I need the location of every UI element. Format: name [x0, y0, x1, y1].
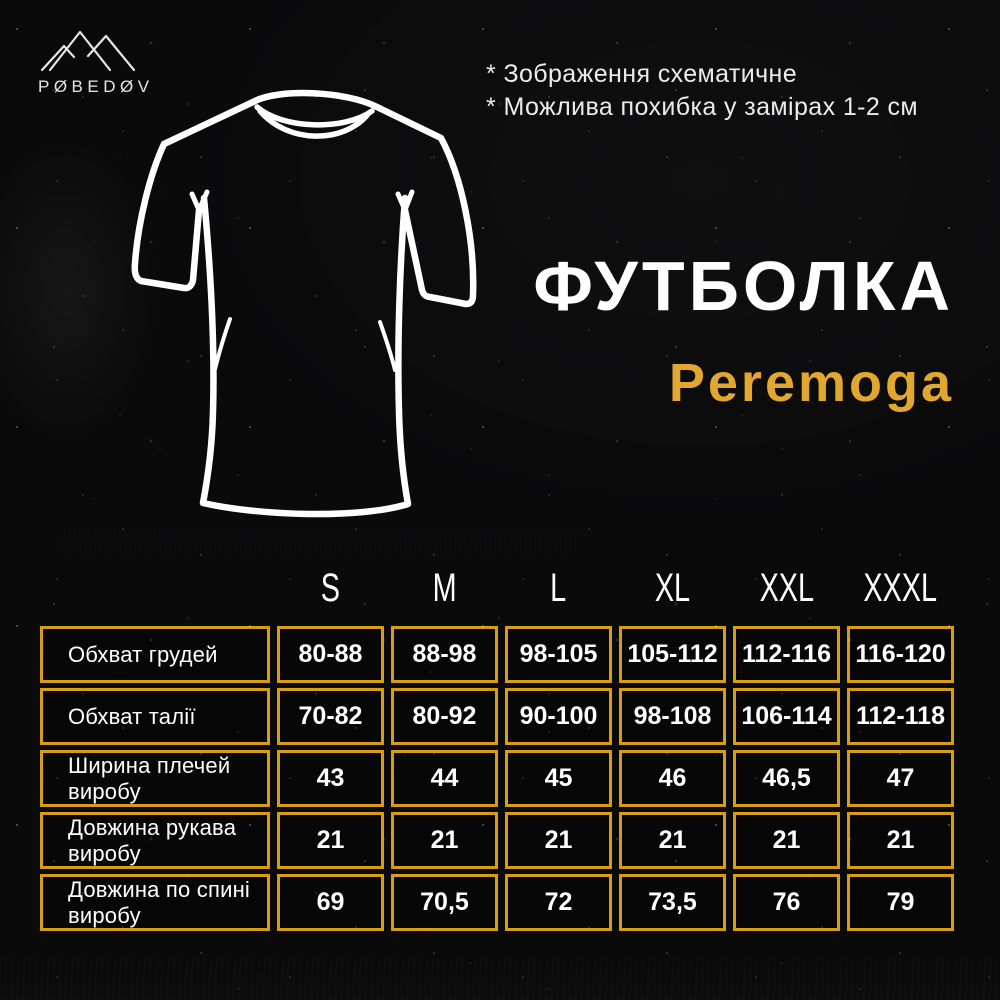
mountains-icon [40, 30, 136, 72]
size-header-label: XL [654, 565, 691, 610]
row-label: Довжина по спині виробу [40, 874, 270, 932]
size-header-row: S M L XL XXL XXXL [40, 561, 954, 621]
size-header: L [505, 561, 612, 621]
brand-logo: PØBEDØV [38, 28, 168, 97]
size-value-cell: 72 [505, 874, 612, 932]
product-heading: ФУТБОЛКА Peremoga [533, 246, 954, 414]
row-label: Ширина плечей виробу [40, 750, 270, 808]
size-header-label: M [432, 565, 457, 610]
size-value-cell: 90-100 [505, 688, 612, 745]
background-texture [0, 958, 1000, 1000]
table-row: Обхват грудей 80-88 88-98 98-105 105-112… [40, 626, 954, 683]
note-line: * Можлива похибка у замірах 1-2 см [486, 93, 918, 121]
size-value-cell: 46,5 [733, 750, 840, 808]
size-value-cell: 73,5 [619, 874, 726, 932]
size-value-cell: 44 [391, 750, 498, 808]
table-row: Ширина плечей виробу 43 44 45 46 46,5 47 [40, 750, 954, 808]
size-header: XXXL [847, 561, 954, 621]
size-value-cell: 47 [847, 750, 954, 808]
product-title: ФУТБОЛКА [533, 247, 954, 325]
size-value-cell: 21 [733, 812, 840, 870]
size-value-cell: 76 [733, 874, 840, 932]
background-texture [60, 528, 580, 554]
size-value-cell: 21 [847, 812, 954, 870]
size-value-cell: 21 [391, 812, 498, 870]
size-value-cell: 112-116 [733, 626, 840, 683]
tshirt-outline-icon [131, 89, 477, 518]
size-value-cell: 79 [847, 874, 954, 932]
table-row: Обхват талії 70-82 80-92 90-100 98-108 1… [40, 688, 954, 745]
size-header-label: XXL [759, 565, 814, 610]
row-label: Обхват талії [40, 688, 270, 745]
size-value-cell: 21 [619, 812, 726, 870]
table-row: Довжина по спині виробу 69 70,5 72 73,5 … [40, 874, 954, 932]
size-header: M [391, 561, 498, 621]
size-header-label: L [550, 565, 567, 610]
size-value-cell: 112-118 [847, 688, 954, 745]
brand-wordmark: PØBEDØV [38, 77, 154, 96]
size-header-label: XXXL [863, 565, 938, 610]
table-row: Довжина рукава виробу 21 21 21 21 21 21 [40, 812, 954, 870]
table-corner-cell [40, 561, 270, 621]
note-line: * Зображення схематичне [486, 60, 798, 88]
size-value-cell: 116-120 [847, 626, 954, 683]
size-value-cell: 106-114 [733, 688, 840, 745]
size-value-cell: 105-112 [619, 626, 726, 683]
size-value-cell: 45 [505, 750, 612, 808]
size-value-cell: 43 [277, 750, 384, 808]
size-value-cell: 80-88 [277, 626, 384, 683]
size-header: S [277, 561, 384, 621]
size-value-cell: 88-98 [391, 626, 498, 683]
size-value-cell: 69 [277, 874, 384, 932]
size-value-cell: 98-108 [619, 688, 726, 745]
size-value-cell: 21 [505, 812, 612, 870]
size-value-cell: 46 [619, 750, 726, 808]
size-value-cell: 21 [277, 812, 384, 870]
size-value-cell: 70,5 [391, 874, 498, 932]
row-label: Довжина рукава виробу [40, 812, 270, 870]
size-header: XL [619, 561, 726, 621]
size-value-cell: 70-82 [277, 688, 384, 745]
size-value-cell: 80-92 [391, 688, 498, 745]
size-value-cell: 98-105 [505, 626, 612, 683]
disclaimer-notes: * Зображення схематичне * Можлива похибк… [486, 58, 918, 124]
row-label: Обхват грудей [40, 626, 270, 683]
size-header: XXL [733, 561, 840, 621]
product-model: Peremoga [668, 353, 954, 413]
size-table: S M L XL XXL XXXL Обхват грудей 80-88 88… [33, 556, 961, 936]
size-header-label: S [320, 565, 341, 610]
